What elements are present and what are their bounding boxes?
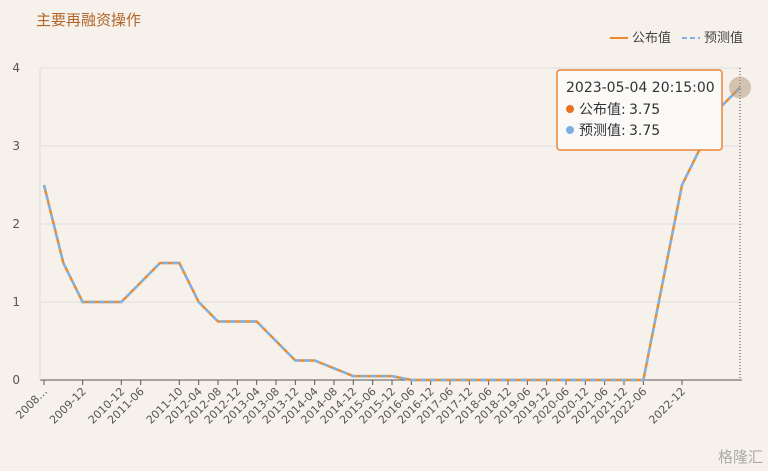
series-line xyxy=(42,86,741,382)
y-tick-label: 1 xyxy=(12,295,20,309)
tooltip-time: 2023-05-04 20:15:00 xyxy=(566,80,715,96)
y-tick-label: 4 xyxy=(12,61,20,75)
legend-label: 公布值 xyxy=(632,30,671,46)
legend-label: 预测值 xyxy=(704,30,743,46)
tooltip-value: 3.75 xyxy=(629,123,660,139)
y-tick-label: 3 xyxy=(12,139,20,153)
tooltip-dot xyxy=(566,126,574,134)
chart-title: 主要再融资操作 xyxy=(36,11,141,29)
tooltip-label: 公布值: xyxy=(579,102,626,118)
y-tick-label: 0 xyxy=(12,373,20,387)
tooltip-dot xyxy=(566,105,574,113)
tooltip-box xyxy=(556,69,723,151)
watermark: 格隆汇 xyxy=(718,448,763,466)
y-tick-label: 2 xyxy=(12,217,20,231)
hover-point xyxy=(729,76,751,99)
tooltip-label: 预测值: xyxy=(579,123,626,139)
tooltip-value: 3.75 xyxy=(629,102,660,118)
